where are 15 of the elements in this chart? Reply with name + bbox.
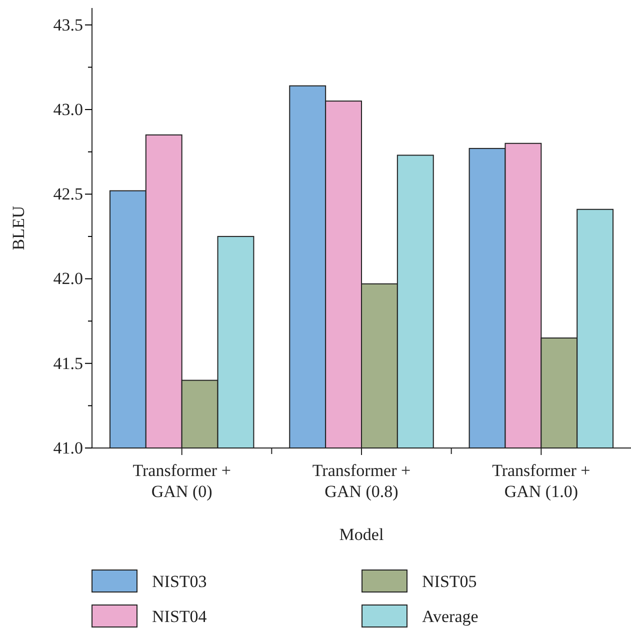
- x-axis-title: Model: [339, 525, 384, 544]
- legend-label: NIST04: [152, 607, 208, 626]
- y-tick-label: 41.0: [53, 438, 83, 458]
- y-tick-label: 42.0: [53, 269, 83, 288]
- y-tick-label: 43.0: [53, 100, 83, 119]
- y-axis-title: BLEU: [9, 206, 28, 250]
- legend-label: Average: [422, 607, 478, 626]
- y-tick-label: 43.5: [53, 15, 83, 34]
- legend-label: NIST03: [152, 572, 207, 591]
- legend-label: NIST05: [422, 572, 477, 591]
- x-tick-label: Transformer + GAN (0.8): [312, 461, 411, 501]
- y-tick-label: 42.5: [53, 184, 83, 204]
- x-tick-label: Transformer + GAN (0): [132, 461, 231, 501]
- y-tick-label: 41.5: [53, 354, 83, 373]
- x-tick-label: Transformer + GAN (1.0): [492, 461, 590, 501]
